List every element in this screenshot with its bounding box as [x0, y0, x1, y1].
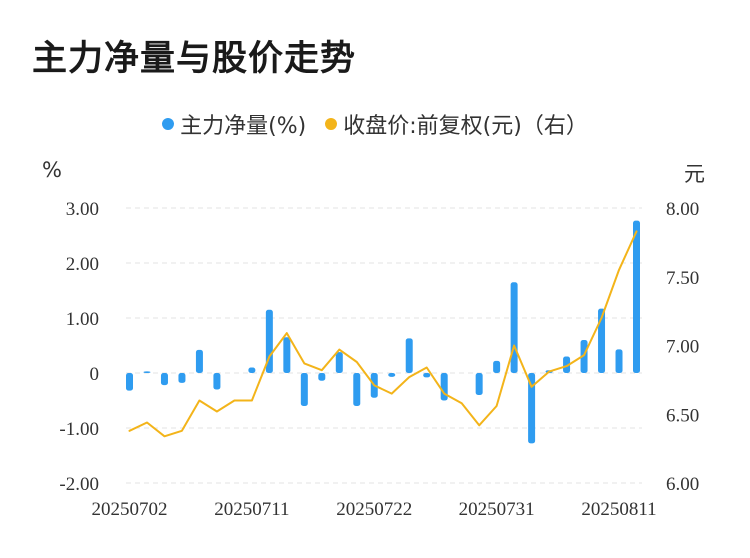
legend-item-net-volume[interactable]: 主力净量(%)	[162, 108, 306, 140]
bar	[598, 308, 606, 373]
left-axis-unit: %	[42, 158, 62, 182]
bar	[318, 373, 326, 381]
bar	[493, 360, 501, 373]
bar	[528, 373, 536, 444]
bar	[353, 373, 361, 406]
right-tick-label: 6.50	[666, 405, 699, 426]
bar	[335, 352, 343, 373]
x-tick-label: 20250702	[92, 499, 168, 520]
chart-title: 主力净量与股价走势	[32, 39, 357, 79]
bar	[563, 356, 571, 373]
bar	[475, 373, 483, 395]
right-tick-label: 7.00	[666, 337, 699, 358]
x-tick-label: 20250731	[459, 499, 535, 520]
bar	[126, 373, 133, 391]
bar	[283, 337, 291, 373]
legend: 主力净量(%) 收盘价:前复权(元)（右）	[0, 108, 750, 140]
right-tick-label: 8.00	[666, 199, 699, 220]
legend-dot-icon	[325, 118, 338, 130]
bar	[440, 373, 448, 401]
legend-label: 主力净量(%)	[180, 114, 307, 139]
left-tick-label: 0	[90, 364, 100, 385]
legend-item-close-price[interactable]: 收盘价:前复权(元)（右）	[325, 108, 588, 140]
bar	[160, 373, 168, 386]
right-tick-label: 7.50	[666, 268, 699, 289]
bar	[388, 373, 396, 377]
left-tick-label: 1.00	[66, 309, 99, 330]
x-tick-label: 20250711	[214, 499, 289, 520]
bar	[300, 373, 308, 406]
x-tick-label: 20250722	[336, 499, 412, 520]
bar	[615, 349, 623, 373]
bar	[213, 373, 221, 390]
bar	[423, 373, 431, 378]
left-tick-label: -2.00	[59, 474, 99, 495]
right-tick-label: 6.00	[666, 474, 699, 495]
right-axis-unit: 元	[684, 162, 705, 186]
bar	[405, 338, 413, 373]
bar	[510, 282, 518, 373]
legend-dot-icon	[162, 118, 175, 130]
bar	[248, 367, 256, 373]
left-tick-label: 2.00	[66, 254, 99, 275]
bar	[178, 373, 186, 383]
bar	[265, 309, 273, 373]
legend-label: 收盘价:前复权(元)（右）	[343, 114, 588, 139]
bar	[580, 340, 588, 373]
price-line	[128, 230, 638, 438]
bar	[195, 349, 203, 373]
left-tick-label: 3.00	[66, 199, 99, 220]
left-tick-label: -1.00	[59, 419, 99, 440]
bar	[633, 220, 640, 373]
x-tick-label: 20250811	[581, 499, 656, 520]
bar	[143, 371, 151, 373]
